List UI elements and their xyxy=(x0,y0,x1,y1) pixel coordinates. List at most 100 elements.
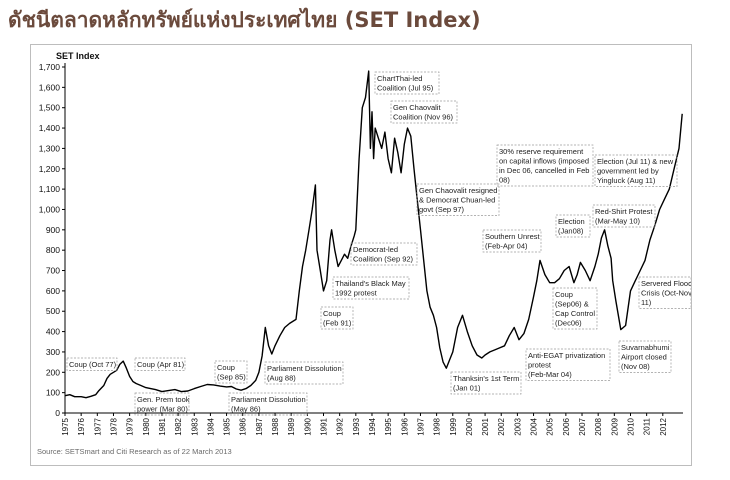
callout-text: (Dec06) xyxy=(555,319,582,328)
callout-text: government led by xyxy=(597,167,659,176)
callout-text: Gen. Prem took xyxy=(137,395,190,404)
x-tick-label: 1999 xyxy=(449,417,458,435)
callout-box xyxy=(618,340,672,373)
callout-text: Coup (Apr 81) xyxy=(137,360,185,369)
x-tick-label: 1996 xyxy=(400,417,409,435)
callout-text: Gen Chaovalit resigned xyxy=(419,186,497,195)
callout-text: (Mar-May 10) xyxy=(595,217,641,226)
callout-text: Democrat-led xyxy=(353,245,398,254)
callout-box xyxy=(638,276,691,309)
y-tick-label: 900 xyxy=(46,225,60,235)
y-tick-label: 100 xyxy=(46,388,60,398)
callout-text: & Democrat Chuan-led xyxy=(419,196,495,205)
y-tick-label: 800 xyxy=(46,245,60,255)
x-tick-label: 2000 xyxy=(465,417,474,435)
chart-frame: SET Index 0 100 200 300 400 500 600 700 800 900 1,… xyxy=(30,44,692,466)
x-tick-label: 1987 xyxy=(255,417,264,435)
callout-text: power (Mar 80) xyxy=(137,405,188,414)
source-note: Source: SETSmart and Citi Research as of… xyxy=(37,447,232,456)
callout-text: Crisis (Oct-Nov xyxy=(641,289,691,298)
callout-text: 1992 protest xyxy=(335,289,378,298)
x-tick-label: 1982 xyxy=(174,417,183,435)
x-tick-label: 1975 xyxy=(61,417,70,435)
callout-text: Coalition (Nov 96) xyxy=(393,113,454,122)
x-tick-label: 2002 xyxy=(497,417,506,435)
callout-text: Southern Unrest xyxy=(485,232,541,241)
callout-text: protest xyxy=(528,361,552,370)
callout-box xyxy=(496,144,594,187)
y-tick-label: 1,200 xyxy=(39,164,61,174)
callout-text: (Sep06) & xyxy=(555,300,589,309)
callout-text: Airport closed xyxy=(621,353,667,362)
callout-text: 11) xyxy=(641,298,652,307)
callout-box xyxy=(390,100,458,124)
x-tick-label: 1985 xyxy=(223,417,232,435)
x-tick-label: 1986 xyxy=(239,417,248,435)
x-tick-label: 1984 xyxy=(206,417,215,435)
x-tick-label: 2009 xyxy=(610,417,619,435)
y-tick-label: 400 xyxy=(46,327,60,337)
y-tick-label: 300 xyxy=(46,347,60,357)
callout-text: Red-Shirt Protest xyxy=(595,207,653,216)
callout-box xyxy=(450,371,522,395)
y-tick-label: 500 xyxy=(46,306,60,316)
callout-text: (Nov 08) xyxy=(621,362,650,371)
y-tick-label: 1,700 xyxy=(39,62,61,72)
event-callout: Parliament Dissolution(May 86) xyxy=(228,392,308,416)
callout-text: 30% reserve requirement xyxy=(499,147,584,156)
x-tick-label: 1976 xyxy=(77,417,86,435)
callout-text: ChartThai-led xyxy=(377,74,422,83)
x-tick-label: 2003 xyxy=(513,417,522,435)
callout-text: Thailand's Black May xyxy=(335,279,406,288)
slide-title: ดัชนีตลาดหลักทรัพย์แห่งประเทศไทย (SET In… xyxy=(8,8,481,32)
x-tick-label: 2011 xyxy=(643,417,652,435)
callout-text: Parliament Dissolution xyxy=(231,395,306,404)
x-tick-label: 1991 xyxy=(320,417,329,435)
x-tick-label: 2001 xyxy=(481,417,490,435)
callout-box xyxy=(264,361,344,385)
callout-text: (Feb-Apr 04) xyxy=(485,242,528,251)
callout-text: (May 86) xyxy=(231,405,261,414)
y-tick-label: 1,100 xyxy=(39,184,61,194)
callout-text: Yingluck (Aug 11) xyxy=(597,176,656,185)
x-tick-label: 1993 xyxy=(352,417,361,435)
x-tick-label: 1998 xyxy=(433,417,442,435)
callout-text: Coalition (Sep 92) xyxy=(353,255,414,264)
y-tick-label: 0 xyxy=(55,408,60,418)
event-callout: Coup (Apr 81) xyxy=(134,357,186,371)
callout-text: (Feb 91) xyxy=(323,319,352,328)
callout-box xyxy=(552,287,598,330)
x-tick-label: 1997 xyxy=(416,417,425,435)
event-callout: Election(Jan08) xyxy=(555,214,591,238)
y-tick-label: 200 xyxy=(46,367,60,377)
y-axis-title: SET Index xyxy=(56,51,100,61)
y-tick-label: 700 xyxy=(46,266,60,276)
callout-box xyxy=(374,71,440,95)
callout-box xyxy=(320,306,354,330)
event-callout: Parliament Dissolution(Aug 88) xyxy=(264,361,344,385)
callout-text: govt (Sep 97) xyxy=(419,205,465,214)
x-tick-label: 1992 xyxy=(336,417,345,435)
callout-text: (Feb-Mar 04) xyxy=(528,370,572,379)
callout-text: (Jan08) xyxy=(558,227,584,236)
callout-text: Coup (Oct 77) xyxy=(69,360,117,369)
set-index-chart: SET Index 0 100 200 300 400 500 600 700 800 900 1,… xyxy=(39,51,691,436)
event-callout: Red-Shirt Protest(Mar-May 10) xyxy=(592,204,656,228)
callout-box xyxy=(228,392,308,416)
callout-text: Servered Flood xyxy=(641,279,691,288)
callout-text: (Aug 88) xyxy=(267,374,296,383)
callout-text: (Sep 85) xyxy=(217,373,246,382)
callout-text: Cap Control xyxy=(555,309,595,318)
event-callout: Southern Unrest(Feb-Apr 04) xyxy=(482,229,542,253)
x-tick-label: 1995 xyxy=(384,417,393,435)
x-tick-label: 1978 xyxy=(109,417,118,435)
y-tick-label: 1,500 xyxy=(39,103,61,113)
callout-box xyxy=(214,360,248,384)
callout-text: Coalition (Jul 95) xyxy=(377,84,434,93)
callout-box xyxy=(594,154,678,187)
event-callout: Thanksin's 1st Term(Jan 01) xyxy=(450,371,522,395)
